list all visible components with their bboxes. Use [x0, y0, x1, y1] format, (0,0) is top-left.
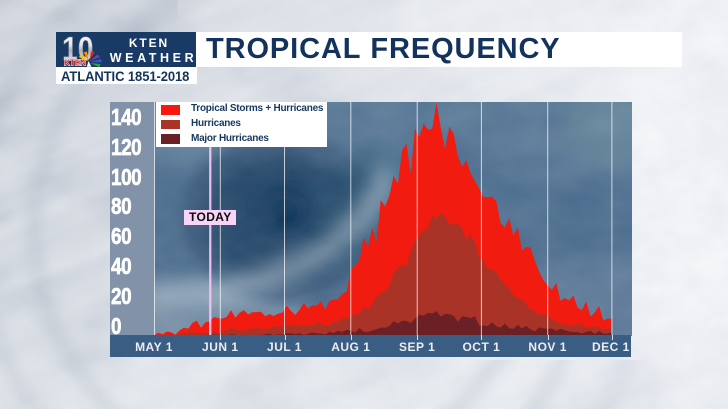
svg-text:KTEN: KTEN — [64, 57, 86, 67]
svg-text:10: 10 — [62, 32, 94, 67]
